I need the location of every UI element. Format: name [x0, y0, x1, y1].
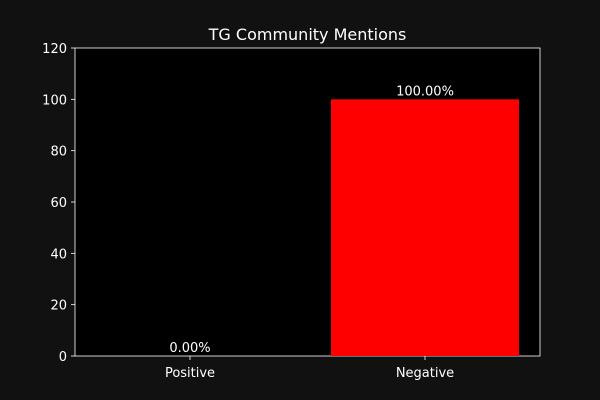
x-tick-label-negative: Negative [396, 366, 454, 381]
chart-title: TG Community Mentions [208, 25, 407, 44]
x-axis: Positive Negative [165, 356, 454, 381]
data-label-positive: 0.00% [169, 341, 210, 356]
data-label-negative: 100.00% [396, 84, 454, 99]
y-tick-label-0: 0 [59, 350, 67, 365]
y-tick-label-20: 20 [50, 299, 67, 314]
y-axis: 0 20 40 60 80 100 120 [42, 42, 75, 365]
data-labels-layer: 0.00% 100.00% [169, 84, 454, 356]
y-tick-label-100: 100 [42, 93, 67, 108]
y-tick-label-80: 80 [50, 145, 67, 160]
y-tick-label-40: 40 [50, 247, 67, 262]
bar-negative [331, 99, 519, 356]
y-tick-label-60: 60 [50, 196, 67, 211]
y-tick-label-120: 120 [42, 42, 67, 57]
x-tick-label-positive: Positive [165, 366, 215, 381]
bars-layer [331, 99, 519, 356]
